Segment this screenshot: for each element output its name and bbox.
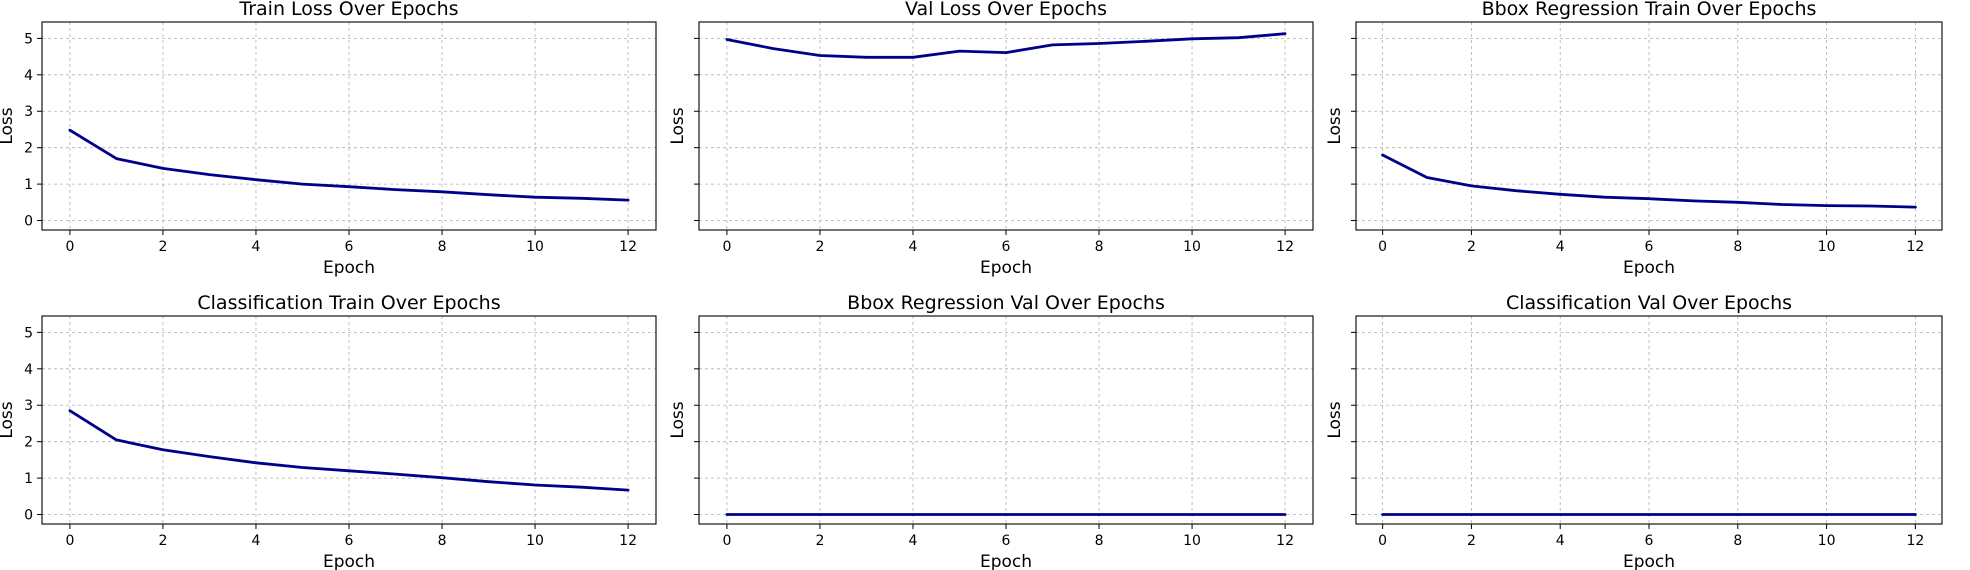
x-tick-label: 12 xyxy=(1906,533,1924,549)
x-axis-label: Epoch xyxy=(980,552,1032,570)
series-line-1 xyxy=(1381,153,1917,209)
x-axis-label: Epoch xyxy=(980,258,1032,278)
x-axis-label: Epoch xyxy=(1623,258,1675,278)
axes-frame xyxy=(41,315,657,525)
y-tick-label: 2 xyxy=(24,435,33,451)
y-tick-label: 3 xyxy=(24,398,33,414)
axes-frame xyxy=(698,21,1314,231)
y-tick-label: 0 xyxy=(24,508,33,524)
x-tick-label: 0 xyxy=(65,533,74,549)
x-tick-label: 4 xyxy=(909,533,918,549)
x-tick-label: 12 xyxy=(1276,533,1294,549)
chart-title: Bbox Regression Val Over Epochs xyxy=(847,292,1165,314)
x-axis-label: Epoch xyxy=(323,552,375,570)
x-tick-label: 4 xyxy=(252,533,261,549)
x-tick-label: 10 xyxy=(1183,239,1201,255)
x-tick-label: 12 xyxy=(1276,239,1294,255)
x-tick-label: 10 xyxy=(1818,239,1836,255)
y-tick-label: 4 xyxy=(24,68,33,84)
x-tick-label: 12 xyxy=(619,533,637,549)
x-tick-label: 2 xyxy=(158,533,167,549)
x-tick-label: 0 xyxy=(65,239,74,255)
x-tick-label: 4 xyxy=(1556,239,1565,255)
x-tick-label: 6 xyxy=(1002,533,1011,549)
y-axis-label: Loss xyxy=(0,107,17,144)
x-tick-label: 4 xyxy=(252,239,261,255)
x-axis-label: Epoch xyxy=(1623,552,1675,570)
y-tick-label: 2 xyxy=(24,141,33,157)
chart-title: Train Loss Over Epochs xyxy=(238,0,458,20)
y-axis-label: Loss xyxy=(1325,401,1345,438)
y-axis-label: Loss xyxy=(668,401,688,438)
axes-frame xyxy=(1355,315,1943,525)
y-tick-label: 0 xyxy=(24,214,33,230)
x-tick-label: 2 xyxy=(1467,239,1476,255)
axes-frame xyxy=(1355,21,1943,231)
x-tick-label: 6 xyxy=(1645,533,1654,549)
x-tick-label: 6 xyxy=(345,533,354,549)
x-tick-label: 2 xyxy=(1467,533,1476,549)
chart-panel-3: 0 2 4 6 8 10 12 Bbox Regression Train Over Epoc… xyxy=(1325,0,1943,278)
series-line-1 xyxy=(68,128,630,202)
chart-panel-2: 0 2 4 6 8 10 12 Val Loss Over Epochs Epoch Loss xyxy=(668,0,1314,278)
y-tick-label: 5 xyxy=(24,325,33,341)
x-tick-label: 2 xyxy=(815,533,824,549)
x-axis-label: Epoch xyxy=(323,258,375,278)
x-tick-label: 6 xyxy=(345,239,354,255)
y-tick-label: 3 xyxy=(24,104,33,120)
x-tick-label: 8 xyxy=(1095,533,1104,549)
x-tick-label: 10 xyxy=(1183,533,1201,549)
x-tick-label: 12 xyxy=(619,239,637,255)
chart-title: Val Loss Over Epochs xyxy=(905,0,1107,20)
y-axis-label: Loss xyxy=(668,107,688,144)
x-tick-label: 4 xyxy=(909,239,918,255)
chart-panel-5: 0 2 4 6 8 10 12 Bbox Regression Val Over Epochs… xyxy=(668,292,1314,570)
chart-title: Bbox Regression Train Over Epochs xyxy=(1482,0,1817,20)
chart-title: Classification Val Over Epochs xyxy=(1506,292,1792,314)
y-tick-label: 5 xyxy=(24,31,33,47)
axes-frame xyxy=(41,21,657,231)
x-tick-label: 0 xyxy=(1378,533,1387,549)
x-tick-label: 0 xyxy=(1378,239,1387,255)
x-tick-label: 2 xyxy=(815,239,824,255)
x-tick-label: 2 xyxy=(158,239,167,255)
x-tick-label: 4 xyxy=(1556,533,1565,549)
axes-frame xyxy=(698,315,1314,525)
y-tick-label: 4 xyxy=(24,362,33,378)
y-axis-label: Loss xyxy=(1325,107,1345,144)
chart-panel-6: 0 2 4 6 8 10 12 Classification Val Over Epochs E… xyxy=(1325,292,1943,570)
x-tick-label: 0 xyxy=(722,239,731,255)
x-tick-label: 8 xyxy=(438,533,447,549)
x-tick-label: 8 xyxy=(1733,239,1742,255)
x-tick-label: 8 xyxy=(1733,533,1742,549)
series-line-1 xyxy=(725,32,1287,59)
chart-title: Classification Train Over Epochs xyxy=(197,292,500,314)
x-tick-label: 10 xyxy=(526,239,544,255)
x-tick-label: 10 xyxy=(1818,533,1836,549)
x-tick-label: 0 xyxy=(722,533,731,549)
x-tick-label: 10 xyxy=(526,533,544,549)
y-tick-label: 1 xyxy=(24,177,33,193)
series-line-1 xyxy=(68,409,630,492)
x-tick-label: 12 xyxy=(1906,239,1924,255)
x-tick-label: 8 xyxy=(1095,239,1104,255)
x-tick-label: 6 xyxy=(1645,239,1654,255)
y-tick-label: 1 xyxy=(24,471,33,487)
y-axis-label: Loss xyxy=(0,401,17,438)
x-tick-label: 8 xyxy=(438,239,447,255)
x-tick-label: 6 xyxy=(1002,239,1011,255)
